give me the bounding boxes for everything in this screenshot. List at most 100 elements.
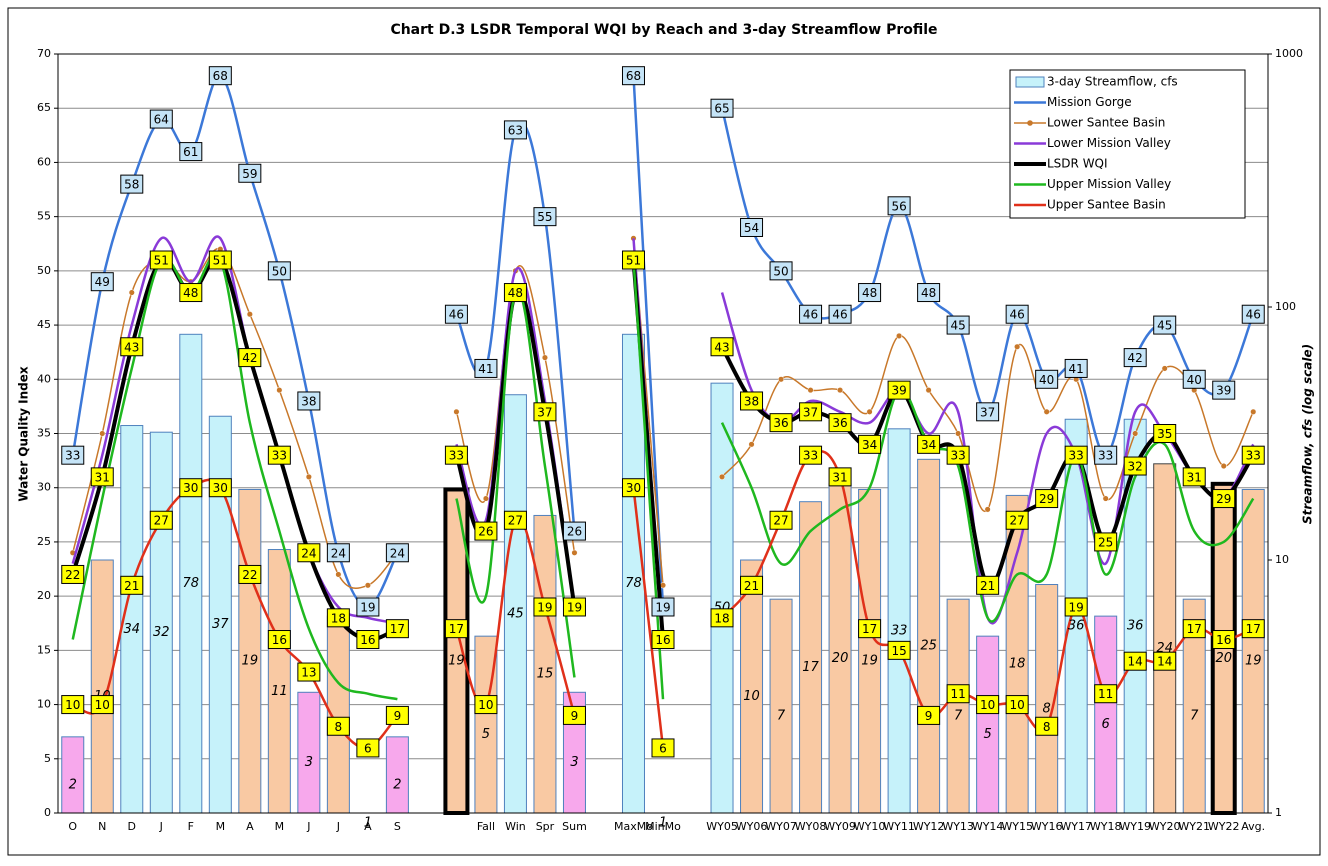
bar bbox=[710, 382, 734, 814]
label-box bbox=[179, 478, 203, 498]
label-box bbox=[90, 695, 114, 715]
label-box bbox=[710, 608, 734, 628]
bar bbox=[740, 559, 764, 814]
x-tick-label: MinMo bbox=[645, 820, 681, 833]
y2-tick-label: 1 bbox=[1275, 806, 1282, 819]
label-box bbox=[769, 261, 793, 281]
bar-label: 34 bbox=[124, 622, 141, 637]
x-tick-label: WY21 bbox=[1178, 820, 1210, 833]
x-tick-label: M bbox=[275, 820, 285, 833]
label-box bbox=[1005, 304, 1029, 324]
data-label: 16 bbox=[655, 633, 670, 647]
x-tick-label: MaxMo bbox=[614, 820, 653, 833]
bar-label: 37 bbox=[212, 617, 229, 632]
data-label: 36 bbox=[773, 416, 788, 430]
y-tick-label: 55 bbox=[37, 210, 51, 223]
data-label: 14 bbox=[1128, 655, 1143, 669]
bar bbox=[385, 736, 409, 814]
data-label: 24 bbox=[331, 546, 346, 560]
data-label: 49 bbox=[95, 275, 110, 289]
data-label: 22 bbox=[65, 568, 80, 582]
marker bbox=[128, 289, 135, 296]
x-tick-label: WY16 bbox=[1031, 820, 1063, 833]
x-tick-label: WY07 bbox=[765, 820, 797, 833]
data-label: 13 bbox=[301, 666, 316, 680]
label-box bbox=[740, 575, 764, 595]
data-label: 43 bbox=[714, 340, 729, 354]
marker bbox=[1132, 430, 1139, 437]
x-tick-label: Fall bbox=[477, 820, 495, 833]
bar bbox=[917, 458, 941, 814]
label-box bbox=[562, 521, 586, 541]
x-tick-label: WY14 bbox=[972, 820, 1004, 833]
data-label: 32 bbox=[1128, 460, 1143, 474]
label-box bbox=[740, 217, 764, 237]
bar-label: 78 bbox=[183, 576, 200, 591]
y-tick-label: 20 bbox=[37, 589, 51, 602]
data-label: 19 bbox=[1069, 600, 1084, 614]
data-label: 37 bbox=[537, 405, 552, 419]
data-label: 9 bbox=[571, 709, 579, 723]
x-tick-label: N bbox=[98, 820, 106, 833]
legend: 3-day Streamflow, cfs Mission Gorge Lower … bbox=[1009, 69, 1246, 219]
data-label: 29 bbox=[1216, 492, 1231, 506]
label-box bbox=[326, 716, 350, 736]
label-box bbox=[326, 543, 350, 563]
label-box bbox=[917, 434, 941, 454]
label-box bbox=[149, 510, 173, 530]
label-box bbox=[976, 695, 1000, 715]
data-label: 24 bbox=[301, 546, 316, 560]
marker bbox=[246, 311, 253, 318]
label-box bbox=[946, 315, 970, 335]
data-label: 46 bbox=[832, 308, 847, 322]
label-box bbox=[887, 196, 911, 216]
data-label: 37 bbox=[980, 405, 995, 419]
bar bbox=[503, 394, 527, 814]
label-box bbox=[267, 261, 291, 281]
label-box bbox=[1035, 489, 1059, 509]
bar bbox=[1094, 615, 1118, 814]
label-box bbox=[297, 662, 321, 682]
data-label: 21 bbox=[124, 579, 139, 593]
data-label: 31 bbox=[1187, 470, 1202, 484]
marker bbox=[99, 430, 106, 437]
label-box bbox=[385, 619, 409, 639]
marker bbox=[896, 332, 903, 339]
label-box bbox=[1153, 315, 1177, 335]
label-box bbox=[149, 250, 173, 270]
y-tick-label: 0 bbox=[44, 806, 51, 819]
data-label: 51 bbox=[213, 254, 228, 268]
label-box bbox=[1212, 380, 1236, 400]
data-label: 45 bbox=[1157, 319, 1172, 333]
label-box bbox=[1212, 489, 1236, 509]
data-label: 24 bbox=[390, 546, 405, 560]
y-tick-label: 60 bbox=[37, 155, 51, 168]
data-label: 41 bbox=[478, 362, 493, 376]
marker bbox=[571, 549, 578, 556]
line bbox=[632, 259, 665, 700]
data-label: 10 bbox=[65, 698, 80, 712]
marker bbox=[925, 387, 932, 394]
marker bbox=[1102, 495, 1109, 502]
label-box bbox=[1064, 445, 1088, 465]
label-box bbox=[1241, 304, 1265, 324]
data-label: 27 bbox=[508, 514, 523, 528]
data-label: 33 bbox=[272, 449, 287, 463]
label-box bbox=[769, 413, 793, 433]
label-box bbox=[267, 445, 291, 465]
marker bbox=[807, 387, 814, 394]
bar bbox=[799, 501, 823, 814]
label-box bbox=[533, 597, 557, 617]
bar-label: 11 bbox=[271, 684, 288, 699]
label-box bbox=[474, 358, 498, 378]
data-label: 34 bbox=[862, 438, 877, 452]
label-box bbox=[444, 619, 468, 639]
label-box bbox=[946, 684, 970, 704]
label-box bbox=[533, 402, 557, 422]
legend-label: Upper Santee Basin bbox=[1047, 198, 1166, 212]
y-tick-label: 50 bbox=[37, 264, 51, 277]
label-box bbox=[1123, 348, 1147, 368]
label-box bbox=[769, 510, 793, 530]
label-box bbox=[887, 640, 911, 660]
marker bbox=[748, 441, 755, 448]
